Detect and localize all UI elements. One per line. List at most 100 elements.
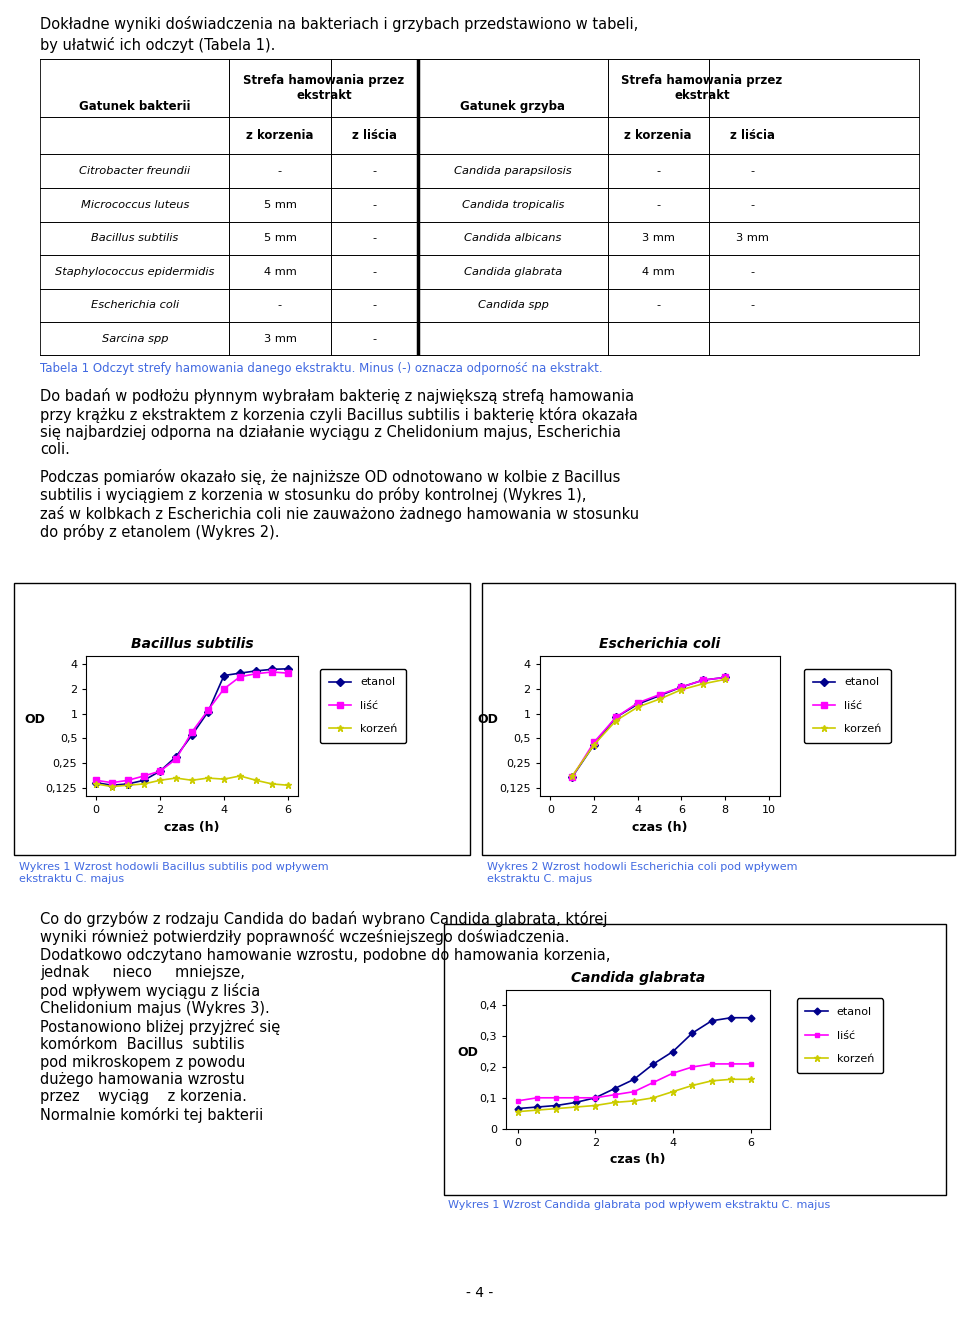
liść <box>203 702 214 718</box>
liść <box>138 768 150 784</box>
Text: 3 mm: 3 mm <box>263 334 297 345</box>
etanol <box>266 661 277 677</box>
Text: Escherichia coli: Escherichia coli <box>91 301 179 310</box>
Text: z korzenia: z korzenia <box>624 129 692 143</box>
liść <box>611 709 622 725</box>
liść <box>155 763 166 779</box>
etanol <box>706 1012 717 1028</box>
liść <box>686 1059 698 1074</box>
Text: Sarcina spp: Sarcina spp <box>102 334 168 345</box>
Text: Tabela 1 Odczyt strefy hamowania danego ekstraktu. Minus (-) oznacza odporność n: Tabela 1 Odczyt strefy hamowania danego … <box>40 362 603 375</box>
etanol <box>719 669 731 685</box>
korzeń <box>186 772 198 788</box>
etanol <box>676 680 687 696</box>
Text: Gatunek bakterii: Gatunek bakterii <box>79 100 191 114</box>
Text: -: - <box>751 166 755 177</box>
Text: Candida albicans: Candida albicans <box>465 234 562 243</box>
Text: -: - <box>656 301 660 310</box>
korzeń <box>648 1090 660 1106</box>
etanol <box>566 770 578 785</box>
korzeń <box>234 768 246 784</box>
korzeń <box>155 772 166 788</box>
etanol <box>512 1101 523 1117</box>
liść <box>628 1084 639 1100</box>
Text: -: - <box>277 166 282 177</box>
liść <box>588 734 600 750</box>
etanol <box>218 668 229 684</box>
liść <box>719 669 731 685</box>
Title: Bacillus subtilis: Bacillus subtilis <box>131 636 253 651</box>
korzeń <box>251 772 262 788</box>
Text: Citrobacter freundii: Citrobacter freundii <box>80 166 190 177</box>
Text: Podczas pomiarów okazało się, że najniższe OD odnotowano w kolbie z Bacillus
sub: Podczas pomiarów okazało się, że najniżs… <box>40 469 639 540</box>
korzeń <box>632 700 643 715</box>
Text: -: - <box>372 234 376 243</box>
etanol <box>686 1026 698 1041</box>
Text: 4 mm: 4 mm <box>641 267 675 277</box>
Text: z korzenia: z korzenia <box>246 129 314 143</box>
Y-axis label: OD: OD <box>24 713 45 726</box>
liść <box>667 1065 679 1081</box>
etanol <box>203 704 214 719</box>
Text: Co do grzybów z rodzaju Candida do badań wybrano Candida glabrata, której
wyniki: Co do grzybów z rodzaju Candida do badań… <box>40 911 611 1123</box>
Text: -: - <box>372 166 376 177</box>
liść <box>566 770 578 785</box>
korzeń <box>676 682 687 698</box>
Text: -: - <box>372 334 376 345</box>
etanol <box>186 727 198 743</box>
liść <box>697 672 708 688</box>
korzeń <box>706 1073 717 1089</box>
Text: z liścia: z liścia <box>352 129 397 143</box>
Text: Gatunek grzyba: Gatunek grzyba <box>461 100 565 114</box>
Title: Escherichia coli: Escherichia coli <box>599 636 720 651</box>
korzeń <box>654 692 665 708</box>
liść <box>676 680 687 696</box>
liść <box>726 1056 737 1072</box>
etanol <box>155 763 166 779</box>
Text: by ułatwić ich odczyt (Tabela 1).: by ułatwić ich odczyt (Tabela 1). <box>40 37 276 53</box>
etanol <box>282 661 294 677</box>
korzeń <box>203 770 214 785</box>
Title: Candida glabrata: Candida glabrata <box>571 970 705 985</box>
korzeń <box>218 771 229 787</box>
liść <box>90 772 102 788</box>
liść <box>512 1093 523 1109</box>
Text: Strefa hamowania przez
ekstrakt: Strefa hamowania przez ekstrakt <box>621 74 782 103</box>
Line: etanol: etanol <box>569 675 728 780</box>
etanol <box>234 665 246 681</box>
liść <box>251 665 262 681</box>
Legend: etanol, liść, korzeń: etanol, liść, korzeń <box>797 998 883 1073</box>
korzeń <box>726 1072 737 1088</box>
liść <box>570 1090 582 1106</box>
Text: Strefa hamowania przez
ekstrakt: Strefa hamowania przez ekstrakt <box>243 74 404 103</box>
Legend: etanol, liść, korzeń: etanol, liść, korzeń <box>320 669 406 743</box>
liść <box>282 665 294 681</box>
Text: z liścia: z liścia <box>731 129 775 143</box>
liść <box>589 1090 601 1106</box>
korzeń <box>512 1104 523 1119</box>
Text: 4 mm: 4 mm <box>264 267 297 277</box>
etanol <box>589 1090 601 1106</box>
korzeń <box>609 1094 620 1110</box>
liść <box>122 772 133 788</box>
Text: Candida spp: Candida spp <box>477 301 548 310</box>
Text: 3 mm: 3 mm <box>641 234 675 243</box>
korzeń <box>686 1077 698 1093</box>
liść <box>609 1086 620 1102</box>
Text: -: - <box>277 301 282 310</box>
X-axis label: czas (h): czas (h) <box>164 821 220 833</box>
etanol <box>531 1100 542 1115</box>
Text: 5 mm: 5 mm <box>263 234 297 243</box>
etanol <box>551 1097 563 1113</box>
Text: Bacillus subtilis: Bacillus subtilis <box>91 234 179 243</box>
korzeń <box>697 676 708 692</box>
etanol <box>648 1056 660 1072</box>
etanol <box>251 663 262 678</box>
liść <box>186 723 198 739</box>
liść <box>218 681 229 697</box>
liść <box>654 686 665 702</box>
Line: liść: liść <box>93 669 291 785</box>
korzeń <box>589 1097 601 1113</box>
etanol <box>628 1072 639 1088</box>
Text: -: - <box>372 199 376 210</box>
